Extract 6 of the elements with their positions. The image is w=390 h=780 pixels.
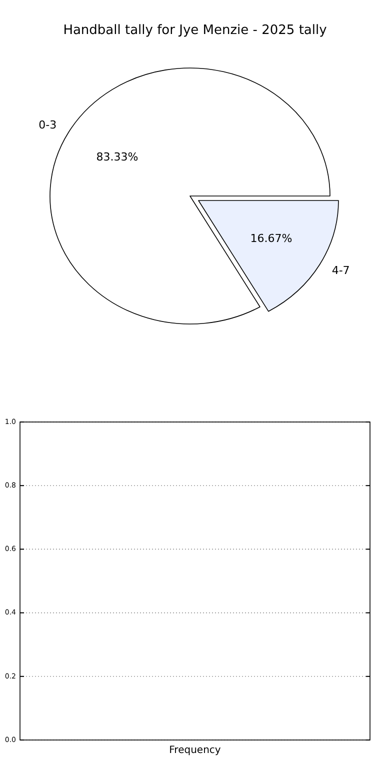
data-label: 16.67% xyxy=(250,232,292,245)
chart-title: Handball tally for Jye Menzie - 2025 tally xyxy=(63,23,328,38)
x-axis-title: Frequency xyxy=(169,745,221,756)
slice-label: 4-7 xyxy=(332,264,350,277)
data-label: 83.33% xyxy=(96,150,138,164)
slice-label: 0-3 xyxy=(38,118,57,132)
